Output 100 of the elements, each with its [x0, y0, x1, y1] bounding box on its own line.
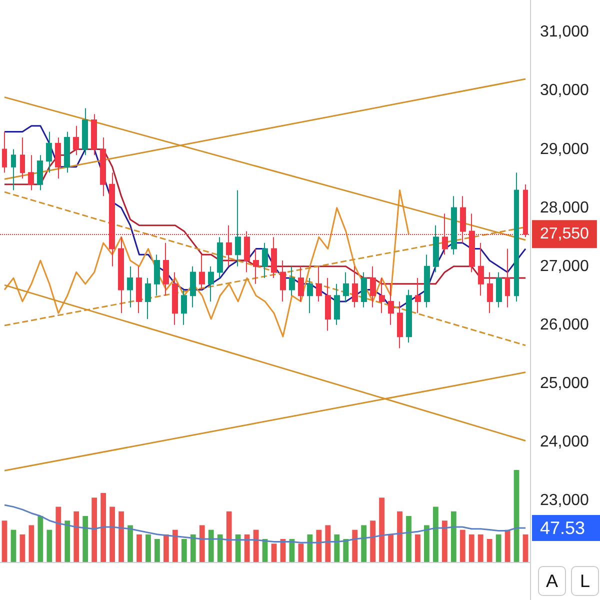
candlestick: [37, 154, 43, 191]
y-tick-label: 28,000: [540, 199, 590, 216]
bar: [486, 539, 492, 562]
bar: [118, 511, 124, 562]
candlestick: [11, 148, 16, 191]
candlestick: [505, 248, 510, 308]
bar: [46, 530, 52, 562]
bar: [415, 534, 420, 562]
candlestick: [280, 260, 286, 302]
bar: [2, 520, 8, 562]
bar: [496, 534, 502, 562]
candlestick: [181, 289, 187, 326]
candlestick: [109, 172, 115, 267]
bar: [110, 506, 115, 562]
candlestick: [460, 196, 466, 244]
bar: [514, 470, 520, 562]
bar: [74, 511, 80, 562]
bar: [64, 520, 70, 562]
y-tick-label: 25,000: [540, 374, 590, 392]
bar: [334, 534, 340, 562]
bar: [361, 525, 367, 562]
bar: [325, 525, 331, 562]
y-tick-label: 27,000: [540, 258, 590, 275]
bar: [217, 534, 223, 562]
candlestick: [100, 137, 106, 197]
line-series: [4, 148, 526, 285]
candlestick: [118, 236, 124, 314]
candlestick: [136, 266, 142, 314]
bar: [28, 525, 34, 562]
candlestick: [433, 224, 439, 273]
y-tick-label: 29,000: [540, 140, 590, 158]
candlestick: [163, 242, 169, 296]
text: L: [571, 566, 599, 596]
bar: [352, 530, 358, 562]
bar: [92, 498, 98, 562]
candlestick: [127, 266, 133, 308]
bar: [397, 511, 402, 562]
bar: [146, 534, 151, 562]
candlestick: [397, 300, 403, 349]
candlestick: [415, 278, 421, 314]
bar: [199, 525, 205, 562]
candlestick: [478, 242, 484, 296]
line-series: [4, 189, 410, 338]
bar: [181, 539, 187, 562]
bar: [316, 530, 322, 562]
candlestick: [91, 114, 97, 156]
text: A: [538, 566, 566, 596]
bar: [522, 534, 528, 562]
candlestick: [424, 254, 430, 308]
candlestick: [352, 266, 358, 308]
candlestick: [307, 278, 313, 314]
candlestick: [361, 272, 367, 308]
bar: [190, 534, 196, 562]
candlestick: [73, 125, 79, 156]
candlestick: [20, 137, 25, 180]
bar: [370, 520, 376, 562]
bar: [307, 534, 313, 562]
bar: [208, 530, 214, 562]
bar: [388, 534, 394, 562]
bar: [136, 534, 142, 562]
candlestick: [172, 272, 178, 326]
candlestick: [406, 289, 412, 343]
bar: [271, 544, 277, 562]
candlestick: [343, 272, 349, 302]
candlestick: [55, 137, 61, 180]
bar: [20, 534, 26, 562]
bar: [154, 539, 160, 562]
bar: [432, 506, 438, 562]
bar: [450, 511, 456, 562]
candlestick: [496, 272, 502, 308]
ref-line-label: 27,550: [540, 226, 590, 243]
bar: [128, 525, 133, 562]
bar: [172, 530, 178, 562]
candlestick: [190, 266, 196, 308]
bar: [379, 498, 384, 562]
candlestick: [199, 254, 205, 290]
y-tick-label: 26,000: [540, 316, 590, 334]
candlestick: [370, 266, 376, 308]
candlestick: [271, 236, 277, 279]
candlestick: [451, 196, 457, 256]
candlestick: [316, 266, 322, 302]
candlestick: [289, 266, 295, 296]
candlestick: [262, 242, 268, 279]
candlestick: [325, 278, 331, 332]
y-tick-label: 30,000: [540, 82, 590, 100]
candlestick: [244, 230, 250, 273]
candlestick: [514, 172, 519, 302]
candlestick: [298, 266, 304, 302]
text: 47.53: [540, 518, 586, 538]
candlestick: [226, 224, 232, 267]
y-tick-label: 31,000: [540, 24, 590, 41]
candlestick: [154, 254, 160, 296]
candlestick: [334, 283, 340, 326]
bar: [56, 506, 62, 562]
candlestick: [523, 184, 528, 238]
bar: [424, 525, 430, 562]
candlestick: [2, 131, 7, 174]
candlestick: [46, 131, 52, 174]
candlestick: [379, 278, 385, 314]
bar: [478, 534, 484, 562]
